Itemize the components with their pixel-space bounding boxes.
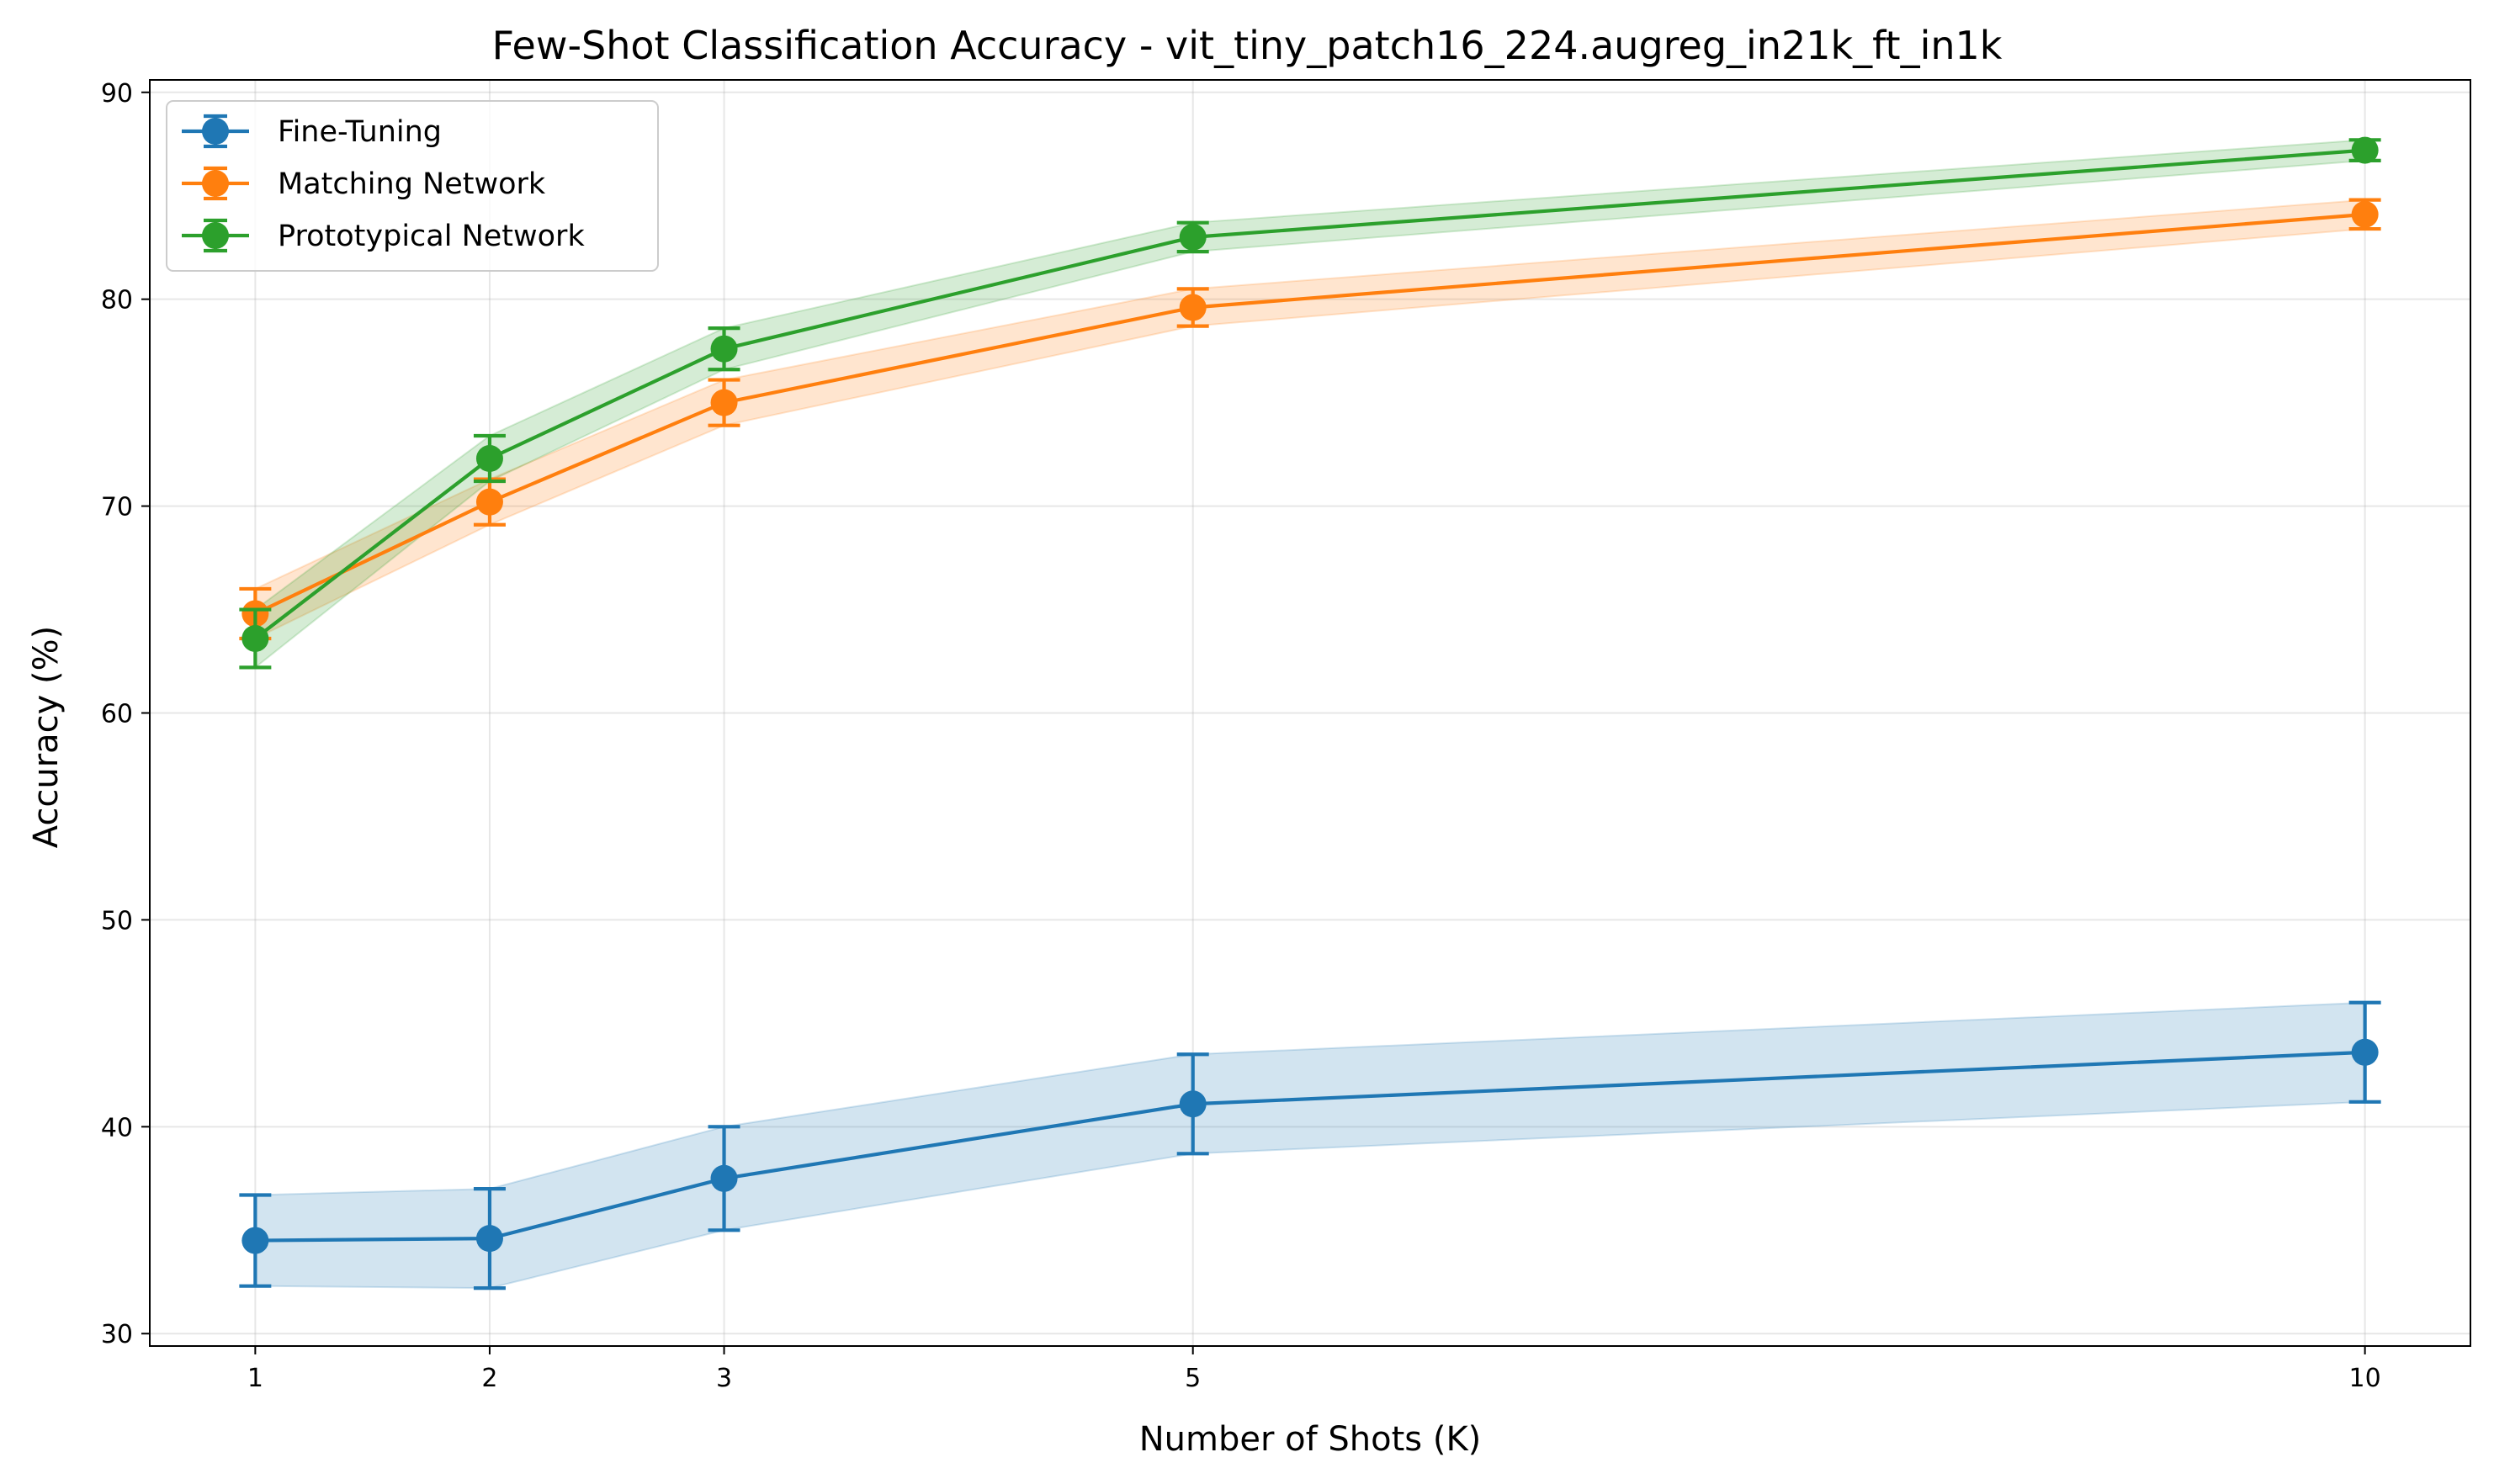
legend-item-fine-tuning: Fine-Tuning [182, 114, 442, 149]
error-bands [254, 139, 2366, 1290]
fine-tuning-point [475, 1225, 503, 1253]
legend-swatch-marker [202, 222, 229, 249]
y-tick-label: 40 [101, 1113, 133, 1142]
fine-tuning-series [239, 1000, 2381, 1291]
legend: Fine-Tuning Matching Network Prototypical … [166, 100, 659, 272]
legend-item-matching-network: Matching Network [182, 166, 546, 201]
x-tick-label: 1 [247, 1364, 263, 1393]
fine-tuning-error-band [254, 1001, 2366, 1290]
y-axis-label: Accuracy (%) [27, 626, 66, 849]
x-tick-label: 5 [1185, 1364, 1201, 1393]
x-tick-label: 2 [481, 1364, 497, 1393]
prototypical-network-point [710, 335, 738, 363]
prototypical-network-series [239, 136, 2381, 670]
fine-tuning-point [710, 1164, 738, 1192]
fine-tuning-point [2351, 1038, 2379, 1066]
y-tick-label: 70 [101, 493, 133, 522]
grid [150, 80, 2470, 1346]
series-lines [239, 136, 2381, 1291]
matching-network-point [475, 488, 503, 516]
legend-box [166, 100, 659, 272]
y-tick-label: 30 [101, 1320, 133, 1349]
prototypical-network-point [1179, 223, 1207, 251]
fine-tuning-point [241, 1227, 269, 1254]
prototypical-network-point [241, 624, 269, 652]
legend-swatch-marker [202, 118, 229, 145]
legend-label: Fine-Tuning [278, 115, 442, 149]
legend-item-prototypical-network: Prototypical Network [182, 218, 585, 253]
x-axis-label: Number of Shots (K) [1139, 1420, 1482, 1459]
legend-label: Prototypical Network [278, 220, 585, 253]
matching-network-point [2351, 200, 2379, 228]
matching-network-point [1179, 294, 1207, 321]
y-tick-label: 60 [101, 700, 133, 729]
x-tick-label: 3 [716, 1364, 732, 1393]
prototypical-network-point [475, 445, 503, 473]
chart-title: Few-Shot Classification Accuracy - vit_t… [492, 23, 2003, 68]
x-tick-label: 10 [2349, 1364, 2381, 1393]
y-tick-label: 80 [101, 286, 133, 315]
fine-tuning-point [1179, 1090, 1207, 1118]
legend-label: Matching Network [278, 167, 546, 201]
prototypical-network-point [2351, 136, 2379, 164]
matching-network-point [710, 389, 738, 416]
legend-swatch-marker [202, 170, 229, 197]
axis-ticks: 1 2 3 5 10 30 40 50 60 70 80 90 [101, 79, 2381, 1393]
y-tick-label: 90 [101, 79, 133, 109]
y-tick-label: 50 [101, 906, 133, 935]
